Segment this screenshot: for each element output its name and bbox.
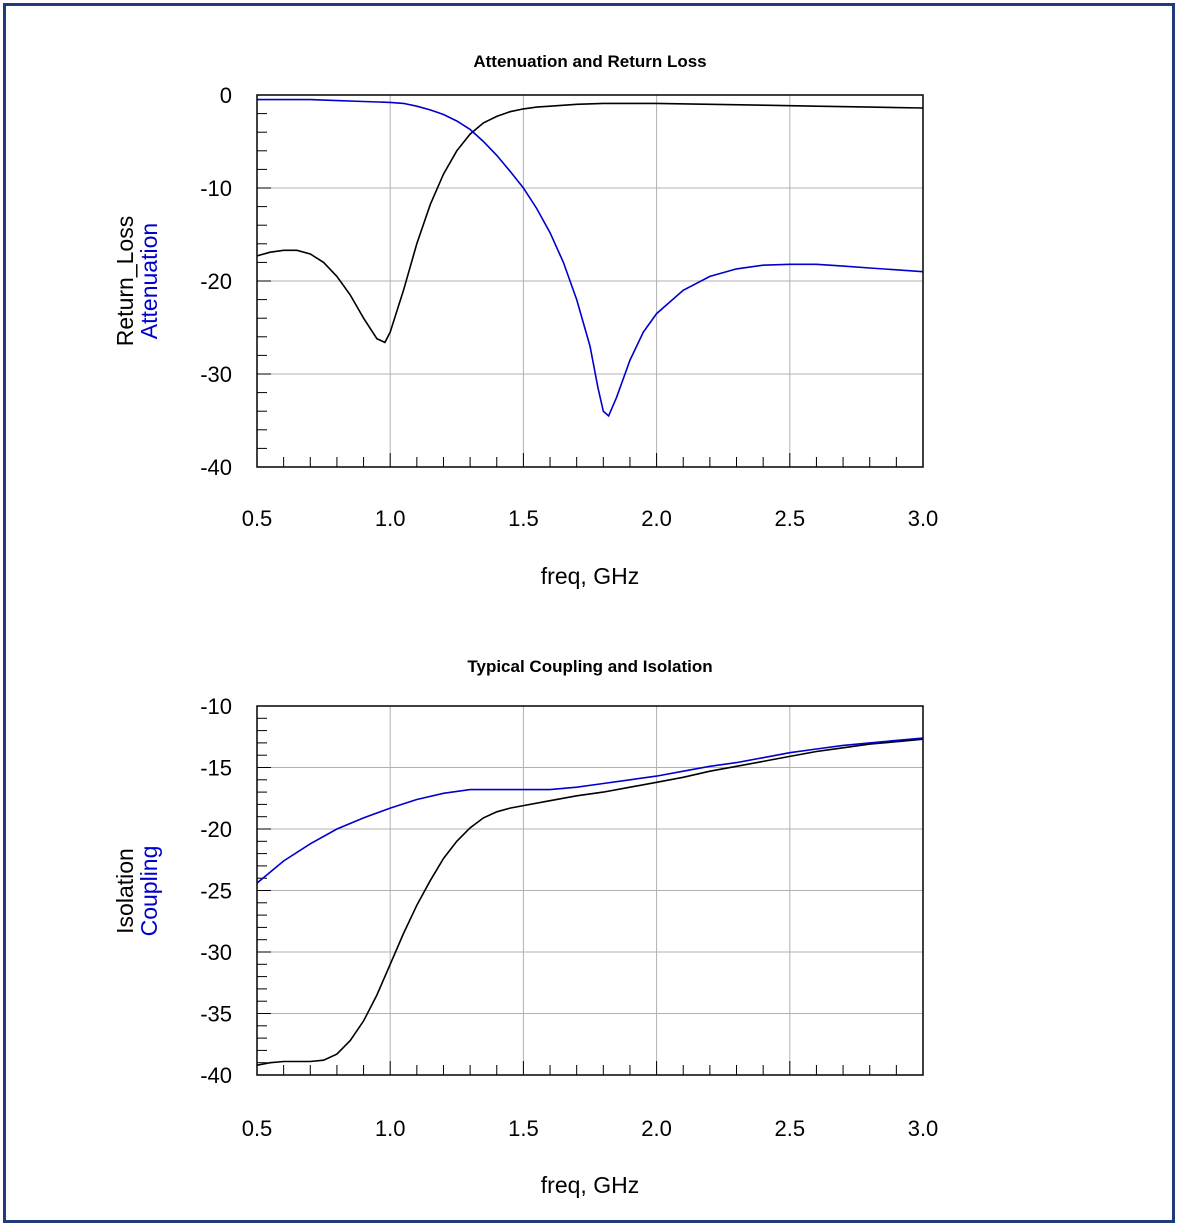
x-tick-label: 0.5 (242, 1116, 273, 1141)
x-tick-label: 1.0 (375, 1116, 406, 1141)
attenuation-return-loss-chart: Attenuation and Return Loss 0.5 1.0 1.5 2.0 2… (112, 52, 938, 589)
x-tick-label: 0.5 (242, 506, 273, 531)
x-tick-label: 1.5 (508, 1116, 539, 1141)
chart-title: Attenuation and Return Loss (473, 52, 706, 71)
y-tick-label: -40 (200, 1063, 232, 1088)
series-line-attenuation (257, 98, 923, 418)
y-axis-label: Return_Loss (112, 216, 138, 346)
y-tick-label: -15 (200, 756, 232, 781)
series-line-isolation (257, 738, 923, 1066)
x-tick-label: 1.5 (508, 506, 539, 531)
y-tick-label: -10 (200, 176, 232, 201)
chart-title: Typical Coupling and Isolation (467, 657, 712, 676)
x-tick-label: 2.0 (641, 1116, 672, 1141)
x-tick-label: 1.0 (375, 506, 406, 531)
y-tick-label: -10 (200, 694, 232, 719)
coupling-isolation-chart: Typical Coupling and Isolation 0.5 1.0 1.5 2… (112, 657, 938, 1198)
y-tick-label: -20 (200, 269, 232, 294)
y-tick-label: -30 (200, 940, 232, 965)
y-tick-label: -25 (200, 879, 232, 904)
y-tick-label: 0 (220, 83, 232, 108)
y-axis-label: Isolation (112, 848, 138, 934)
x-tick-label: 2.5 (775, 1116, 806, 1141)
x-tick-label: 2.5 (775, 506, 806, 531)
plot-frame (256, 705, 924, 1076)
series-line-coupling (257, 737, 923, 884)
x-axis-label: freq, GHz (541, 563, 639, 589)
x-tick-label: 2.0 (641, 506, 672, 531)
series-line-return-loss (257, 102, 923, 344)
x-tick-label: 3.0 (908, 1116, 939, 1141)
plot-frame (256, 94, 924, 468)
y-tick-label: -20 (200, 817, 232, 842)
y-tick-label: -35 (200, 1002, 232, 1027)
y-tick-label: -40 (200, 455, 232, 480)
y-axis-label: Coupling (136, 846, 162, 937)
x-axis-label: freq, GHz (541, 1172, 639, 1198)
y-axis-label: Attenuation (136, 223, 162, 339)
y-tick-label: -30 (200, 362, 232, 387)
x-tick-label: 3.0 (908, 506, 939, 531)
